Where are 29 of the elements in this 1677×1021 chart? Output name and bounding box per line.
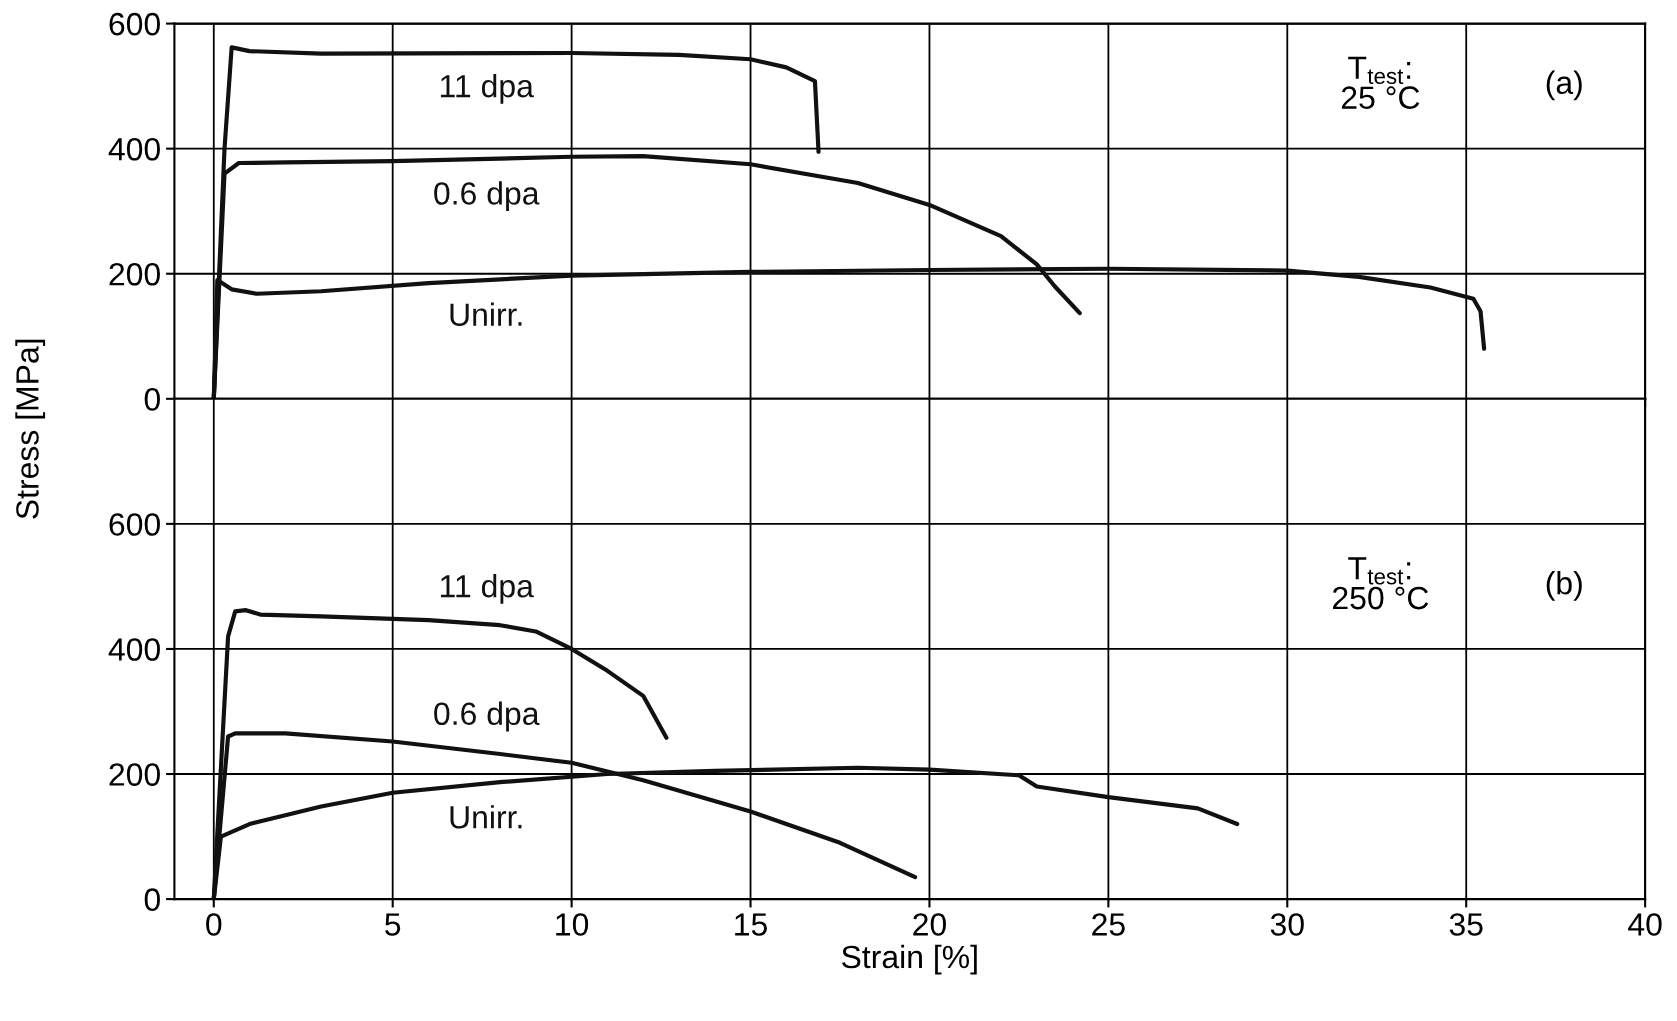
x-tick-label: 0 bbox=[206, 913, 222, 936]
y-tick-label: 200 bbox=[109, 263, 160, 286]
y-tick-label: 0 bbox=[144, 388, 160, 411]
y-tick-label: 600 bbox=[109, 12, 160, 36]
annotation: T$_{test}$: 25 °C bbox=[1341, 56, 1420, 109]
x-tick-label: 40 bbox=[1628, 913, 1662, 936]
y-tick-label: 0 bbox=[144, 888, 160, 911]
x-tick-label: 20 bbox=[913, 913, 946, 936]
series-label: Unirr. bbox=[450, 805, 522, 829]
y-axis-title: Stress [MPa] bbox=[15, 339, 46, 519]
x-tick-label: 30 bbox=[1270, 913, 1304, 936]
annotation: (b) bbox=[1546, 571, 1582, 601]
series-label: 0.6 dpa bbox=[434, 181, 540, 212]
x-tick-label: 10 bbox=[556, 913, 589, 936]
y-tick-label: 400 bbox=[108, 638, 160, 661]
series-label: 0.6 dpa bbox=[434, 701, 540, 732]
annotation: T$_{test}$: 250 °C bbox=[1333, 557, 1429, 610]
series-label: 11 dpa bbox=[440, 574, 534, 604]
y-tick-label: 200 bbox=[109, 763, 160, 786]
x-tick-label: 25 bbox=[1092, 913, 1125, 936]
series-label: 11 dpa bbox=[440, 73, 534, 104]
y-tick-label: 400 bbox=[108, 137, 160, 161]
x-tick-label: 35 bbox=[1449, 913, 1483, 936]
series-label: Unirr. bbox=[450, 302, 522, 326]
x-tick-label: 15 bbox=[735, 913, 767, 936]
x-tick-label: 5 bbox=[385, 913, 401, 936]
x-axis-title: Strain [%] bbox=[841, 944, 977, 975]
y-tick-label: 600 bbox=[109, 513, 160, 536]
annotation: (a) bbox=[1546, 70, 1582, 101]
